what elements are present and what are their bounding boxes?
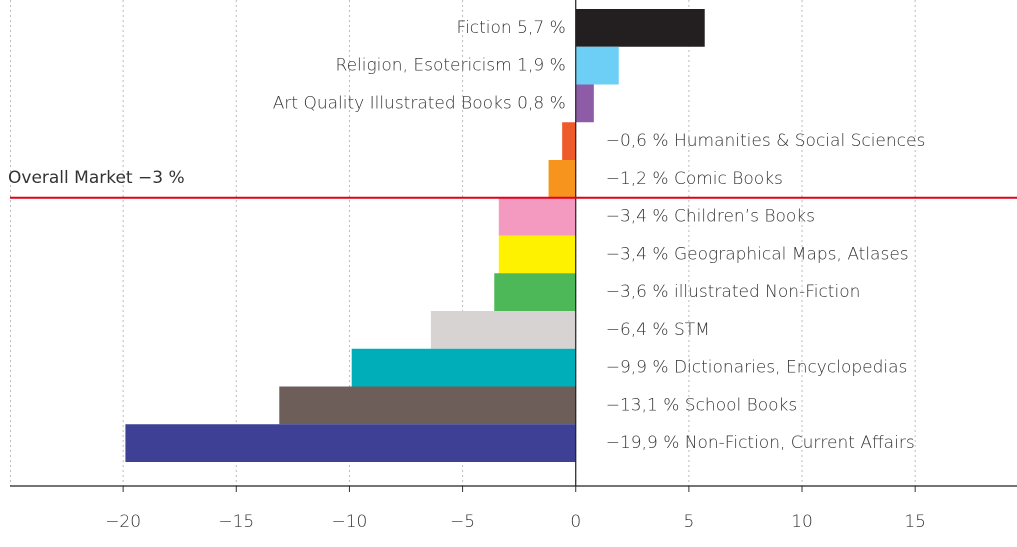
bar <box>430 311 576 349</box>
bar-label: −9,9 % Dictionaries, Encyclopedias <box>606 358 908 378</box>
value-label: 1,9 % <box>517 56 566 76</box>
reference-name: Overall Market <box>8 168 133 188</box>
category-label: Dictionaries, Encyclopedias <box>674 358 907 378</box>
bar <box>498 197 576 236</box>
category-label: School Books <box>685 395 797 415</box>
bar-label: −6,4 % STM <box>606 320 710 340</box>
reference-label: Overall Market −3 % <box>8 168 185 188</box>
value-label: −6,4 % <box>606 320 669 340</box>
bar <box>575 84 594 123</box>
value-label: −19,9 % <box>606 433 680 453</box>
value-label: −3,6 % <box>606 282 669 302</box>
value-label: −9,9 % <box>606 358 669 378</box>
x-tick-label: 15 <box>904 512 926 532</box>
category-label: Fiction <box>457 18 512 38</box>
category-label: illustrated Non-Fiction <box>674 282 860 302</box>
bar <box>562 122 576 160</box>
bar-label: −1,2 % Comic Books <box>606 169 783 189</box>
bar-label: −13,1 % School Books <box>606 395 798 415</box>
bar <box>548 160 576 198</box>
category-label: Geographical Maps, Atlases <box>674 244 909 264</box>
category-label: Comic Books <box>674 169 783 189</box>
x-tick-label: −10 <box>331 512 367 532</box>
category-label: Non-Fiction, Current Affairs <box>685 433 915 453</box>
bar <box>575 46 619 85</box>
bar <box>494 273 576 311</box>
value-label: 5,7 % <box>517 18 566 38</box>
x-tick-label: −15 <box>218 512 254 532</box>
category-label: Art Quality Illustrated Books <box>273 93 512 113</box>
bar <box>351 348 576 387</box>
value-label: −13,1 % <box>606 395 680 415</box>
bar <box>279 386 576 425</box>
bar <box>498 235 576 274</box>
category-label: Humanities & Social Sciences <box>674 131 925 151</box>
x-tick-label: 10 <box>791 512 813 532</box>
reference-value: −3 % <box>138 168 185 188</box>
value-label: −3,4 % <box>606 244 669 264</box>
bar-label: −0,6 % Humanities & Social Sciences <box>606 131 926 151</box>
value-label: −0,6 % <box>606 131 669 151</box>
bar <box>125 424 576 462</box>
x-tick-label: 0 <box>570 512 581 532</box>
x-tick-label: −20 <box>105 512 141 532</box>
bar-label: −3,4 % Geographical Maps, Atlases <box>606 244 909 264</box>
bar-label: Fiction 5,7 % <box>457 18 566 38</box>
bar-label: Religion, Esotericism 1,9 % <box>336 56 566 76</box>
value-label: −3,4 % <box>606 207 669 227</box>
bar-label: −3,6 % illustrated Non-Fiction <box>606 282 861 302</box>
bar-label: −3,4 % Children’s Books <box>606 207 815 227</box>
category-label: Religion, Esotericism <box>336 56 512 76</box>
bar-label: −19,9 % Non-Fiction, Current Affairs <box>606 433 915 453</box>
bar <box>575 9 705 47</box>
category-label: Children’s Books <box>674 207 815 227</box>
x-tick-label: −5 <box>450 512 475 532</box>
value-label: 0,8 % <box>517 93 566 113</box>
category-label: STM <box>674 320 710 340</box>
x-tick-label: 5 <box>683 512 694 532</box>
value-label: −1,2 % <box>606 169 669 189</box>
bar-label: Art Quality Illustrated Books 0,8 % <box>273 93 566 113</box>
